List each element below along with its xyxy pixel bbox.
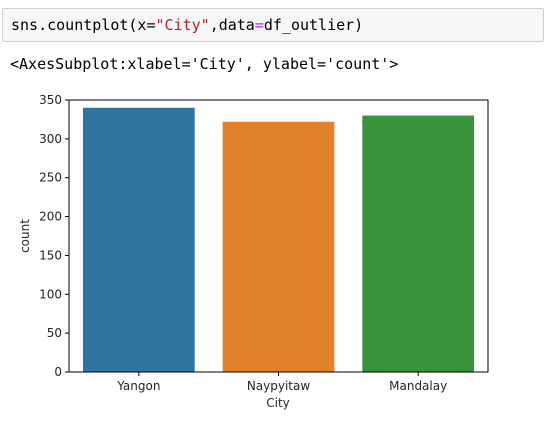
y-tick-label: 300	[39, 132, 62, 146]
bar-yangon	[82, 107, 195, 373]
bar-naypyitaw	[222, 121, 335, 372]
x-axis-label: City	[266, 396, 290, 410]
code-text-prefix: sns.countplot(x=	[11, 16, 156, 34]
code-operator: =	[254, 16, 264, 34]
x-tick-label: Naypyitaw	[247, 379, 311, 393]
output-repr: <AxesSubplot:xlabel='City', ylabel='coun…	[10, 55, 399, 73]
code-text-suffix: df_outlier)	[263, 16, 364, 34]
bar-mandalay	[362, 115, 475, 373]
y-tick-label: 150	[39, 248, 62, 262]
x-tick-label: Mandalay	[389, 379, 447, 393]
y-tick-label: 200	[39, 210, 62, 224]
axes-frame	[68, 99, 489, 373]
code-cell[interactable]: sns.countplot(x="City",data=df_outlier)	[2, 8, 544, 42]
y-tick-label: 0	[54, 365, 62, 379]
y-tick-label: 50	[47, 326, 62, 340]
y-tick-label: 100	[39, 287, 62, 301]
code-text-data-arg: ,data	[209, 16, 255, 34]
code-string-literal: "City"	[155, 16, 210, 34]
x-tick-label: Yangon	[116, 379, 160, 393]
countplot-chart: 0 50 100 150 200 250 300 350 Yangon Naypyitaw Man…	[18, 93, 489, 410]
y-axis-label: count	[18, 219, 32, 253]
y-tick-label: 250	[39, 171, 62, 185]
y-tick-label: 350	[39, 93, 62, 107]
